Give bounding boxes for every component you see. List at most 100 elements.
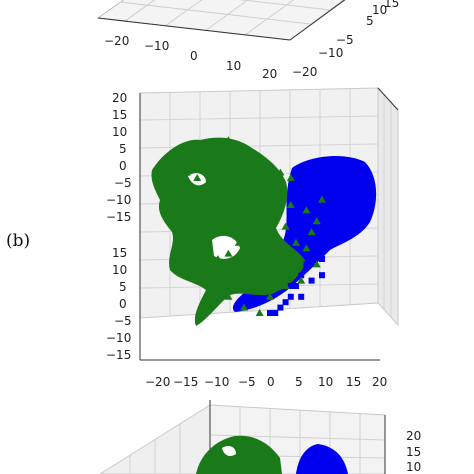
green-triangle-marker xyxy=(229,265,238,273)
green-triangle-marker xyxy=(198,195,207,203)
blue-square-marker xyxy=(272,310,279,316)
x-tick: −15 xyxy=(173,375,198,389)
green-triangle-marker xyxy=(203,211,212,219)
z-upper-tick: 15 xyxy=(112,108,127,122)
blue-square-marker xyxy=(324,229,331,235)
x-tick: 10 xyxy=(318,375,333,389)
green-triangle-marker xyxy=(224,190,233,198)
green-triangle-marker xyxy=(188,157,196,165)
top-y-tick: 15 xyxy=(384,0,399,10)
blue-square-marker xyxy=(277,304,284,311)
green-triangle-marker xyxy=(318,195,326,203)
green-triangle-marker xyxy=(286,174,295,181)
top-x-ticks: −20 −10 0 10 20 xyxy=(104,34,277,81)
bottom-z-tick: 10 xyxy=(406,460,421,474)
blue-square-marker xyxy=(329,234,336,241)
green-triangle-marker xyxy=(250,217,259,225)
z-lower-tick: −10 xyxy=(106,331,131,345)
blue-square-marker xyxy=(329,175,336,181)
bottom-axes: 20 15 10 xyxy=(99,400,421,474)
blue-square-marker xyxy=(350,169,357,176)
scatter-marks xyxy=(182,136,372,316)
z-lower-tick: −15 xyxy=(106,348,131,362)
green-triangle-marker xyxy=(255,309,264,316)
x-tick: −20 xyxy=(145,375,170,389)
green-triangle-marker xyxy=(214,141,222,149)
x-tick: −5 xyxy=(238,375,256,389)
green-triangle-marker xyxy=(307,228,316,235)
green-triangle-marker xyxy=(276,168,285,176)
green-triangle-marker xyxy=(240,195,248,203)
x-tick: 0 xyxy=(267,375,275,389)
top-y-tick: 10 xyxy=(372,3,387,17)
top-y-tick: −10 xyxy=(318,46,343,60)
blue-square-marker xyxy=(339,164,346,171)
green-triangle-marker xyxy=(286,201,295,208)
blue-square-marker xyxy=(308,250,315,257)
z-lower-tick: −5 xyxy=(114,314,132,328)
blue-square-marker xyxy=(298,293,305,300)
bottom-z-tick: 15 xyxy=(406,445,421,459)
blue-square-marker xyxy=(345,212,351,219)
green-triangle-marker xyxy=(260,260,269,268)
green-triangle-marker xyxy=(302,244,311,252)
blue-square-marker xyxy=(319,272,325,279)
blue-square-marker xyxy=(293,283,299,289)
green-triangle-marker xyxy=(224,136,233,144)
blue-square-marker xyxy=(298,272,305,279)
green-triangle-marker xyxy=(292,265,300,273)
green-triangle-marker xyxy=(266,233,274,241)
blue-square-marker xyxy=(355,185,362,192)
x-tick: 15 xyxy=(346,375,361,389)
x-tick: −10 xyxy=(204,375,229,389)
blue-square-marker xyxy=(319,256,325,262)
green-triangle-marker xyxy=(281,282,290,289)
blue-square-marker xyxy=(345,196,351,203)
green-triangle-marker xyxy=(312,217,321,225)
bottom-green-mass xyxy=(196,435,282,474)
x-tick: 5 xyxy=(295,375,303,389)
top-axis-lines xyxy=(97,0,346,41)
green-triangle-marker xyxy=(234,238,243,246)
x-tick: 20 xyxy=(372,375,387,389)
green-triangle-marker xyxy=(255,184,264,192)
blue-square-marker xyxy=(282,299,289,306)
green-triangle-marker xyxy=(266,163,274,171)
green-triangle-marker xyxy=(208,179,217,187)
green-triangle-marker xyxy=(312,260,321,268)
green-triangle-marker xyxy=(234,163,243,171)
top-x-tick: 20 xyxy=(262,67,277,81)
blue-square-marker xyxy=(350,207,357,214)
blue-square-marker xyxy=(334,223,341,230)
bottom-z-tick: 20 xyxy=(406,429,421,443)
green-triangle-marker xyxy=(245,147,254,154)
z-upper-tick: −5 xyxy=(114,176,132,190)
top-x-tick: −10 xyxy=(144,39,169,53)
green-triangle-marker xyxy=(297,276,306,284)
panel-label: (b) xyxy=(6,231,30,251)
blue-square-marker xyxy=(334,185,341,192)
blue-square-marker xyxy=(267,310,273,316)
green-triangle-marker xyxy=(281,222,290,230)
green-triangle-marker xyxy=(182,168,191,176)
green-triangle-marker xyxy=(224,249,233,257)
blue-square-marker xyxy=(308,277,315,284)
z-upper-tick: 10 xyxy=(112,125,127,139)
blue-square-marker xyxy=(355,202,362,208)
blue-square-marker xyxy=(287,293,294,300)
blue-square-marker xyxy=(313,239,320,246)
top-x-tick: 10 xyxy=(226,59,241,73)
top-y-tick: 5 xyxy=(366,14,374,28)
green-triangle-marker xyxy=(292,238,300,246)
green-triangle-marker xyxy=(224,292,233,300)
green-triangle-marker xyxy=(219,152,228,160)
top-axes: −20 −10 0 10 20 −20 −10 −5 5 10 15 xyxy=(96,0,399,81)
z-upper-tick: 5 xyxy=(119,142,127,156)
z-upper-tick: 20 xyxy=(112,91,127,105)
green-triangle-marker xyxy=(266,292,274,300)
blue-square-marker xyxy=(319,185,325,192)
main-x-ticks: −20 −15 −10 −5 0 5 10 15 20 xyxy=(145,375,387,389)
top-x-tick: 0 xyxy=(190,49,198,63)
main-axis-lines xyxy=(139,87,399,361)
